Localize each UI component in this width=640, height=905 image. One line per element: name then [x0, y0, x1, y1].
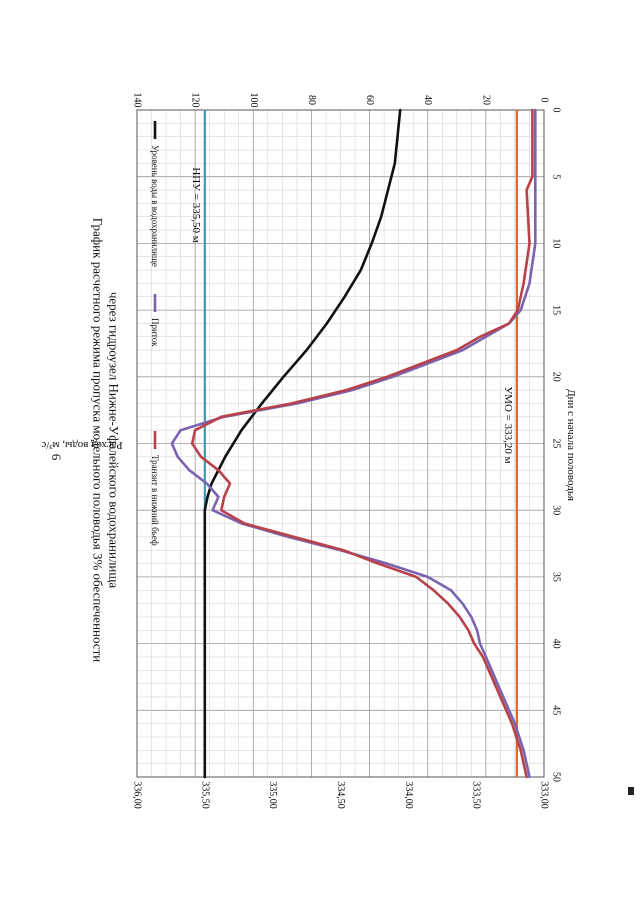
right-tick-label: 80	[306, 95, 317, 105]
x-axis-label: Дни с начала половодья	[565, 389, 577, 501]
series-line-2	[170, 108, 537, 779]
legend-label: Транзит в нижний бьеф	[150, 455, 160, 546]
right-axis-label: Расход воды, м³/с	[41, 439, 122, 451]
right-tick-label: 40	[422, 95, 433, 105]
x-tick-label: 40	[551, 639, 562, 649]
umo-label: УМО = 333,20 м	[502, 386, 514, 463]
right-tick-label: 120	[190, 93, 201, 108]
left-tick-label: 335,50	[199, 781, 210, 809]
series-line-1	[203, 108, 402, 779]
right-tick-label: 20	[480, 95, 491, 105]
right-tick-label: 140	[132, 93, 143, 108]
x-tick-label: 45	[551, 705, 562, 715]
left-tick-label: 334,50	[335, 781, 346, 809]
left-tick-label: 334,00	[403, 781, 414, 809]
chart-text: График расчетного режима пропуска модель…	[41, 167, 577, 662]
x-tick-label: 10	[551, 238, 562, 248]
right-tick-label: 100	[248, 93, 259, 108]
x-tick-label: 30	[551, 505, 562, 515]
x-tick-label: 15	[551, 305, 562, 315]
series-line-3	[190, 108, 534, 779]
series-lines	[170, 108, 537, 779]
legend-label: Приток	[150, 318, 160, 347]
x-tick-label: 20	[551, 372, 562, 382]
x-tick-label: 5	[551, 174, 562, 179]
right-tick-label: 0	[539, 98, 550, 103]
x-tick-label: 50	[551, 772, 562, 782]
legend-label: Уровень воды в водохранилище	[150, 145, 160, 267]
chart-title-line-1: График расчетного режима пропуска модель…	[91, 218, 106, 662]
x-tick-label: 25	[551, 439, 562, 449]
legend: Уровень воды в водохранилище Приток Транзи…	[150, 121, 160, 546]
left-tick-label: 333,50	[471, 781, 482, 809]
plot-area-border	[136, 109, 545, 778]
npu-label: НПУ = 335,50 м	[190, 167, 202, 242]
left-tick-label: 336,00	[132, 781, 143, 809]
x-tick-label: 35	[551, 572, 562, 582]
chart-title-line-2: через гидроузел Нижне-Уфалейского водохр…	[107, 292, 122, 589]
left-tick-label: 335,00	[267, 781, 278, 809]
x-tick-label: 0	[551, 108, 562, 113]
left-tick-label: 333,00	[539, 781, 550, 809]
right-tick-label: 60	[364, 95, 375, 105]
page-edge-mark	[628, 787, 634, 795]
